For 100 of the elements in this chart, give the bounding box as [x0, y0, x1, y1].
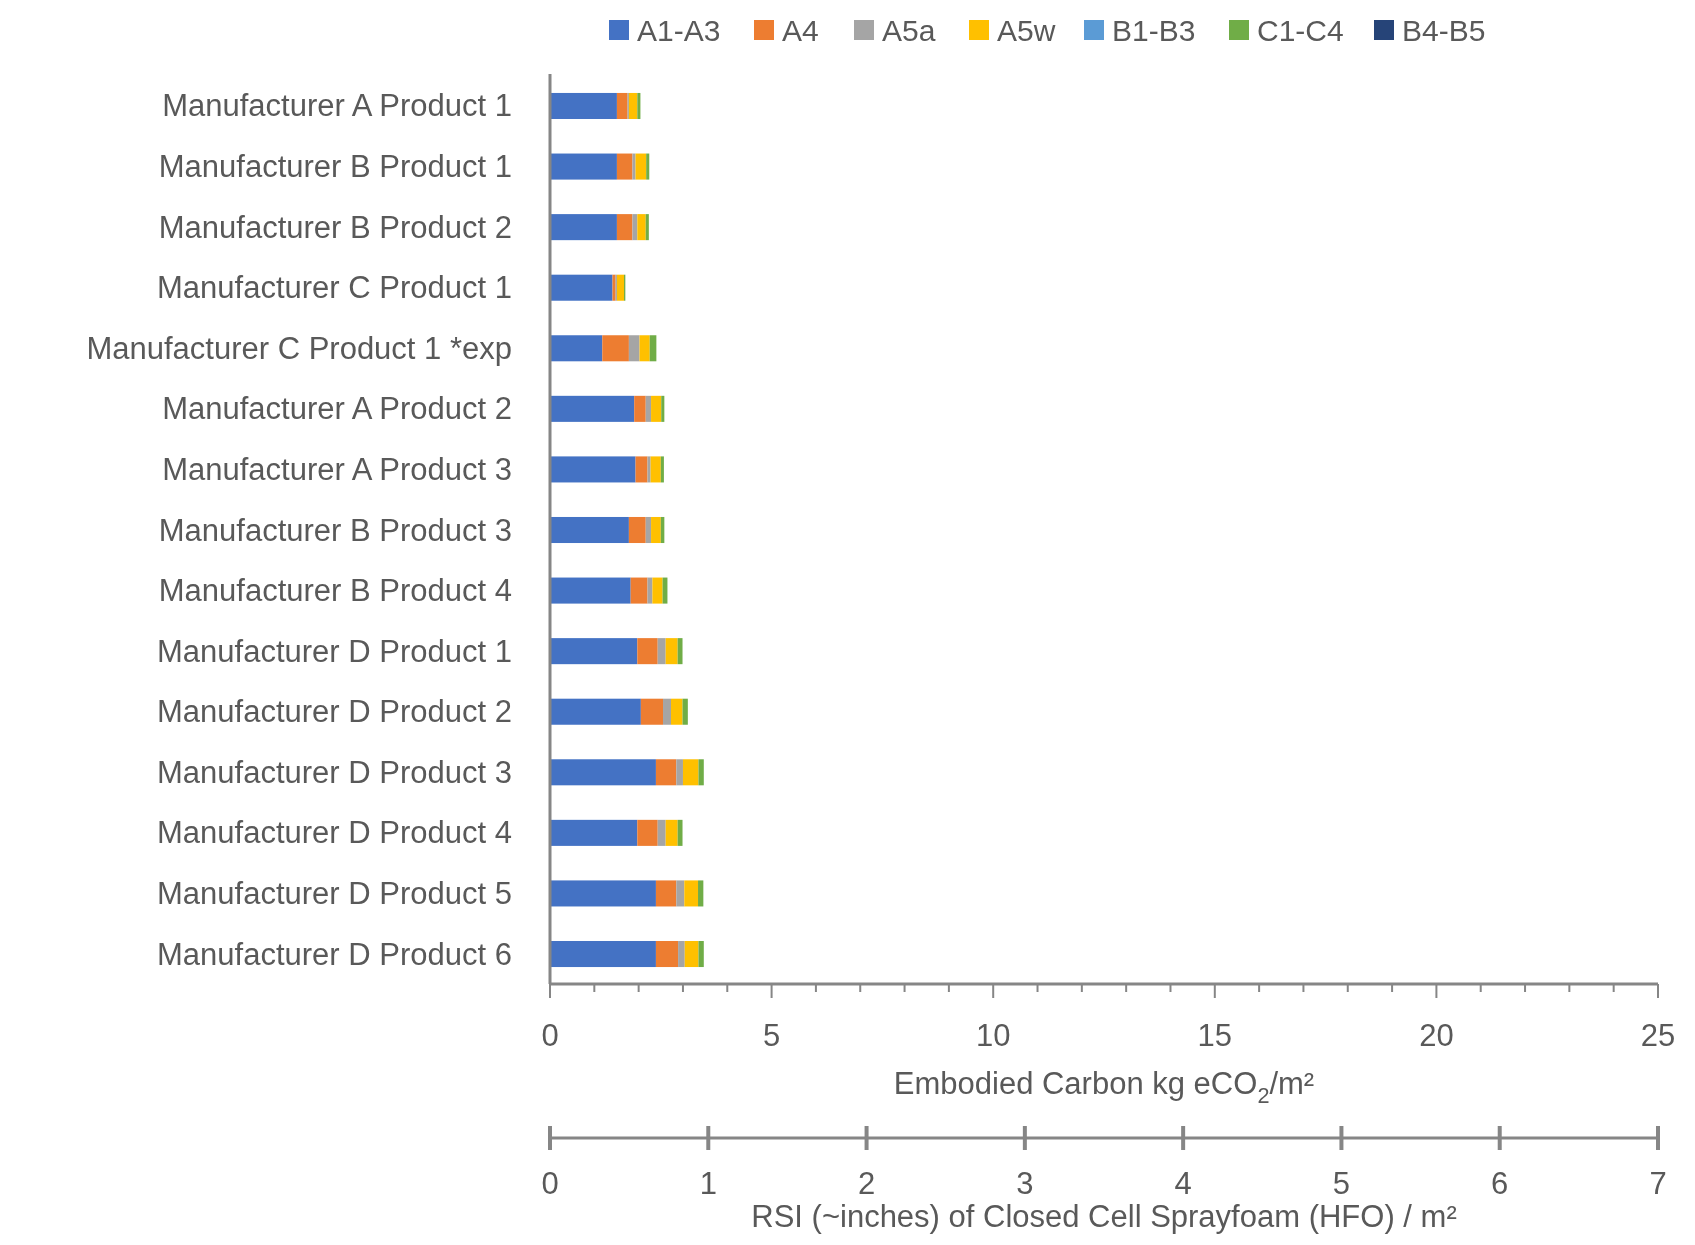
bar — [682, 698, 688, 725]
y-tick-label: Manufacturer B Product 1 — [158, 149, 512, 185]
bar — [550, 940, 656, 968]
bar — [677, 819, 683, 846]
x2-tick-label: 3 — [1016, 1165, 1034, 1201]
legend-label: A1-A3 — [637, 13, 721, 47]
x2-tick-label: 6 — [1491, 1165, 1509, 1201]
bar — [550, 759, 656, 786]
bar — [698, 940, 704, 968]
bar — [632, 153, 636, 180]
bar — [632, 214, 638, 241]
bar — [645, 214, 649, 241]
legend-label: C1-C4 — [1257, 13, 1344, 47]
y-tick-label: Manufacturer D Product 5 — [157, 875, 512, 911]
bar — [550, 516, 629, 544]
y-tick-label: Manufacturer D Product 2 — [157, 694, 512, 730]
bar — [616, 92, 628, 120]
legend-label: A4 — [782, 13, 819, 47]
legend-label: A5w — [997, 13, 1056, 47]
bar — [657, 819, 666, 846]
x2-tick-label: 4 — [1174, 1165, 1192, 1201]
bar — [684, 880, 699, 907]
bar — [550, 456, 636, 483]
x2-tick-label: 1 — [699, 1165, 717, 1201]
y-tick-label: Manufacturer C Product 1 — [157, 270, 512, 306]
y-tick-label: Manufacturer A Product 3 — [162, 451, 512, 487]
x2-axis-title: RSI (~inches) of Closed Cell Sprayfoam (HFO) / m² — [751, 1198, 1457, 1234]
bar — [651, 395, 662, 422]
x-tick-label: 5 — [762, 1017, 781, 1053]
bar — [640, 698, 664, 725]
bar — [602, 335, 629, 362]
bar — [650, 456, 661, 483]
y-tick-label: Manufacturer B Product 2 — [158, 209, 512, 245]
bar — [628, 335, 640, 362]
bar — [698, 880, 704, 907]
x2-tick-label: 5 — [1332, 1165, 1351, 1201]
bar — [616, 274, 625, 301]
y-tick-label: Manufacturer A Product 2 — [162, 391, 512, 427]
bar — [550, 577, 631, 604]
bar — [635, 153, 647, 180]
y-tick-label: Manufacturer A Product 1 — [162, 88, 512, 124]
bar — [639, 335, 650, 362]
bar — [670, 698, 683, 725]
x2-tick-label: 2 — [857, 1165, 876, 1201]
y-tick-label: Manufacturer C Product 1 *exp — [86, 330, 512, 366]
bar — [637, 819, 658, 846]
bar — [635, 456, 648, 483]
bar — [655, 940, 679, 968]
bar — [616, 214, 633, 241]
bar — [645, 516, 652, 544]
legend-label: A5a — [882, 13, 936, 47]
bar — [676, 880, 685, 907]
bar — [628, 516, 646, 544]
bar — [646, 153, 650, 180]
bar — [665, 638, 678, 665]
bar — [637, 92, 641, 120]
bar — [655, 759, 677, 786]
bar — [550, 214, 617, 241]
bar — [698, 759, 704, 786]
x2-tick-label: 7 — [1649, 1165, 1667, 1201]
y-tick-label: Manufacturer D Product 4 — [157, 815, 512, 851]
bar — [550, 638, 638, 665]
bar — [550, 698, 641, 725]
bar — [684, 940, 699, 968]
x2-tick-label: 0 — [541, 1165, 559, 1201]
bar — [550, 153, 617, 180]
bar — [663, 698, 671, 725]
bar — [550, 335, 603, 362]
bar — [645, 395, 652, 422]
bar — [550, 819, 638, 846]
bar — [550, 880, 656, 907]
bar — [550, 92, 617, 120]
bar — [682, 759, 699, 786]
bar — [657, 638, 666, 665]
bar — [651, 516, 661, 544]
x-tick-label: 10 — [975, 1017, 1011, 1053]
y-tick-label: Manufacturer D Product 3 — [157, 754, 512, 790]
y-tick-label: Manufacturer D Product 6 — [157, 936, 512, 972]
bar — [678, 940, 685, 968]
bar — [676, 759, 683, 786]
bar — [550, 274, 613, 301]
bar — [647, 456, 651, 483]
bar — [649, 335, 657, 362]
bar — [655, 880, 677, 907]
bar — [665, 819, 678, 846]
bar — [637, 638, 658, 665]
y-tick-label: Manufacturer D Product 1 — [157, 633, 512, 669]
y-tick-label: Manufacturer B Product 3 — [158, 512, 512, 548]
x-tick-label: 0 — [541, 1017, 559, 1053]
x-axis-title: Embodied Carbon kg eCO$_{2}$/m² — [893, 1065, 1315, 1108]
bar — [652, 577, 663, 604]
x-tick-label: 25 — [1640, 1017, 1676, 1053]
legend-label: B1-B3 — [1112, 13, 1196, 47]
bar — [550, 395, 635, 422]
bar — [637, 214, 646, 241]
bar — [616, 153, 633, 180]
bar — [634, 395, 646, 422]
bar — [661, 395, 665, 422]
x-tick-label: 15 — [1197, 1017, 1233, 1053]
bar — [677, 638, 683, 665]
